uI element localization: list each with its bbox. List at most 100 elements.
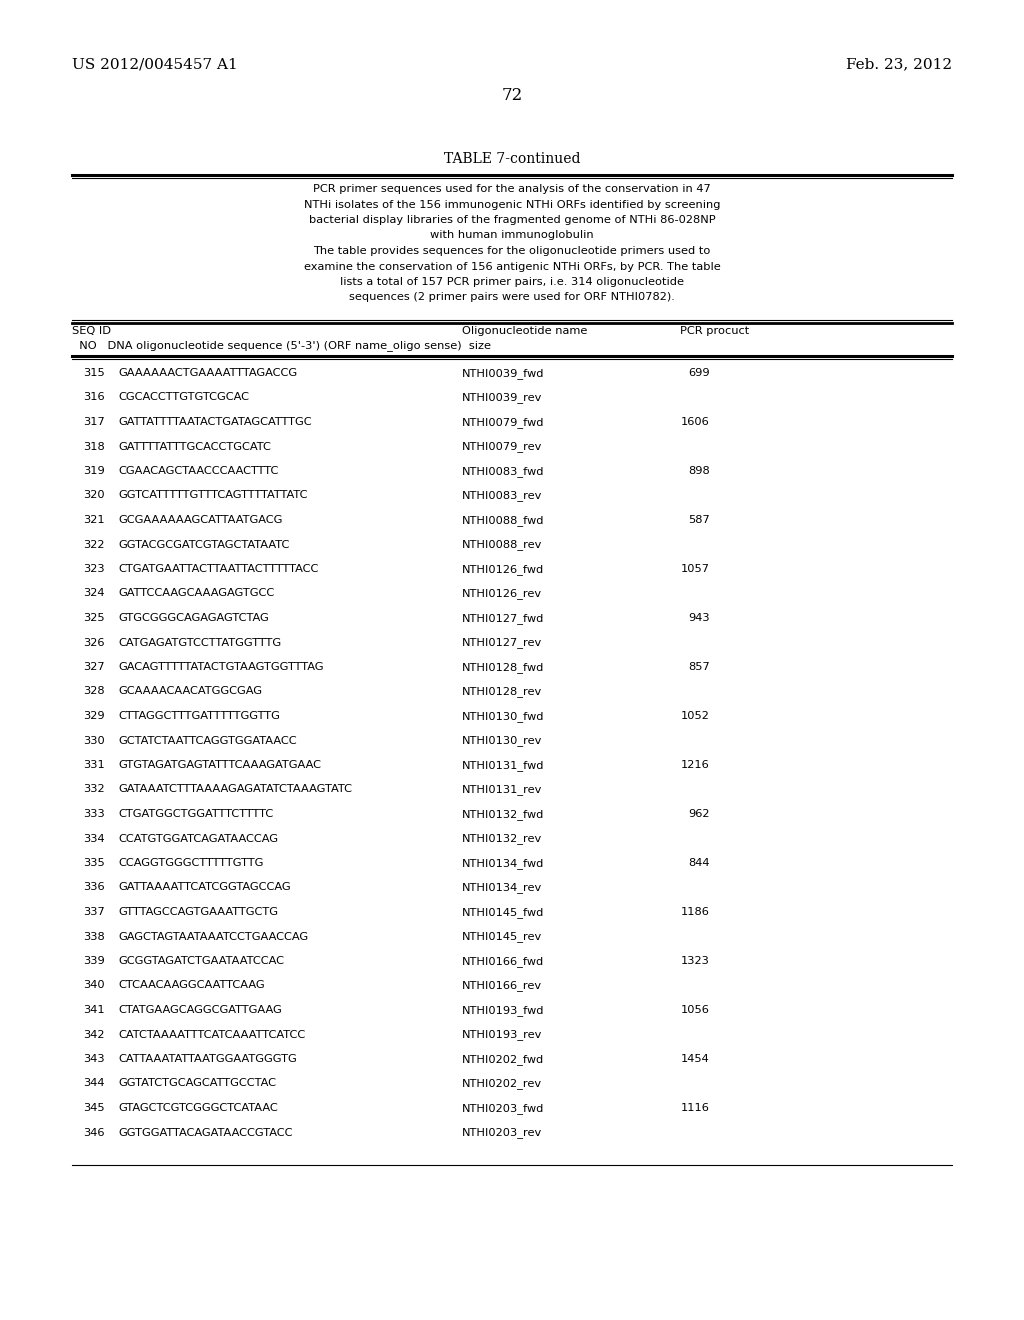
Text: NTHI0166_rev: NTHI0166_rev (462, 981, 542, 991)
Text: SEQ ID: SEQ ID (72, 326, 111, 337)
Text: GAAAAAACTGAAAATTTAGACCG: GAAAAAACTGAAAATTTAGACCG (118, 368, 297, 378)
Text: NO   DNA oligonucleotide sequence (5'-3') (ORF name_oligo sense)  size: NO DNA oligonucleotide sequence (5'-3') … (72, 341, 490, 351)
Text: 340: 340 (83, 981, 105, 990)
Text: TABLE 7-continued: TABLE 7-continued (443, 152, 581, 166)
Text: 338: 338 (83, 932, 105, 941)
Text: NTHI0145_rev: NTHI0145_rev (462, 932, 543, 942)
Text: NTHI0079_rev: NTHI0079_rev (462, 441, 543, 453)
Text: GTTTAGCCAGTGAAATTGCTG: GTTTAGCCAGTGAAATTGCTG (118, 907, 278, 917)
Text: 844: 844 (688, 858, 710, 869)
Text: GATTAAAATTCATCGGTAGCCAG: GATTAAAATTCATCGGTAGCCAG (118, 883, 291, 892)
Text: 327: 327 (83, 663, 105, 672)
Text: 324: 324 (84, 589, 105, 598)
Text: NTHI0039_rev: NTHI0039_rev (462, 392, 543, 404)
Text: NTHI0193_rev: NTHI0193_rev (462, 1030, 543, 1040)
Text: 320: 320 (83, 491, 105, 500)
Text: NTHI0203_rev: NTHI0203_rev (462, 1127, 543, 1138)
Text: GGTCATTTTTGTTTCAGTTTTATTATC: GGTCATTTTTGTTTCAGTTTTATTATC (118, 491, 307, 500)
Text: GATTATTTTAATACTGATAGCATTTGC: GATTATTTTAATACTGATAGCATTTGC (118, 417, 311, 426)
Text: NTHI0088_rev: NTHI0088_rev (462, 540, 543, 550)
Text: CCATGTGGATCAGATAACCAG: CCATGTGGATCAGATAACCAG (118, 833, 278, 843)
Text: 1216: 1216 (681, 760, 710, 770)
Text: NTHI0083_fwd: NTHI0083_fwd (462, 466, 545, 477)
Text: bacterial display libraries of the fragmented genome of NTHi 86-028NP: bacterial display libraries of the fragm… (308, 215, 716, 224)
Text: 699: 699 (688, 368, 710, 378)
Text: sequences (2 primer pairs were used for ORF NTHI0782).: sequences (2 primer pairs were used for … (349, 293, 675, 302)
Text: 346: 346 (84, 1127, 105, 1138)
Text: CTTAGGCTTTGATTTTTGGTTG: CTTAGGCTTTGATTTTTGGTTG (118, 711, 280, 721)
Text: CGCACCTTGTGTCGCAC: CGCACCTTGTGTCGCAC (118, 392, 249, 403)
Text: NTHI0128_fwd: NTHI0128_fwd (462, 663, 545, 673)
Text: 344: 344 (84, 1078, 105, 1089)
Text: 315: 315 (83, 368, 105, 378)
Text: 339: 339 (83, 956, 105, 966)
Text: 1056: 1056 (681, 1005, 710, 1015)
Text: NTHI0083_rev: NTHI0083_rev (462, 491, 543, 502)
Text: 318: 318 (83, 441, 105, 451)
Text: NTHI0130_fwd: NTHI0130_fwd (462, 711, 545, 722)
Text: 587: 587 (688, 515, 710, 525)
Text: 323: 323 (83, 564, 105, 574)
Text: with human immunoglobulin: with human immunoglobulin (430, 231, 594, 240)
Text: GCTATCTAATTCAGGTGGATAACC: GCTATCTAATTCAGGTGGATAACC (118, 735, 297, 746)
Text: NTHI0128_rev: NTHI0128_rev (462, 686, 543, 697)
Text: 334: 334 (83, 833, 105, 843)
Text: GGTGGATTACAGATAACCGTACC: GGTGGATTACAGATAACCGTACC (118, 1127, 293, 1138)
Text: 336: 336 (83, 883, 105, 892)
Text: 345: 345 (83, 1104, 105, 1113)
Text: NTHI0193_fwd: NTHI0193_fwd (462, 1005, 545, 1016)
Text: CATTAAATATTAATGGAATGGGTG: CATTAAATATTAATGGAATGGGTG (118, 1053, 297, 1064)
Text: NTHI0127_rev: NTHI0127_rev (462, 638, 543, 648)
Text: NTHI0203_fwd: NTHI0203_fwd (462, 1104, 545, 1114)
Text: 1454: 1454 (681, 1053, 710, 1064)
Text: 343: 343 (83, 1053, 105, 1064)
Text: NTHI0079_fwd: NTHI0079_fwd (462, 417, 545, 428)
Text: NTHI0202_fwd: NTHI0202_fwd (462, 1053, 544, 1065)
Text: 857: 857 (688, 663, 710, 672)
Text: 72: 72 (502, 87, 522, 104)
Text: PCR procuct: PCR procuct (680, 326, 750, 337)
Text: NTHI0127_fwd: NTHI0127_fwd (462, 612, 545, 624)
Text: 332: 332 (83, 784, 105, 795)
Text: 333: 333 (83, 809, 105, 818)
Text: CCAGGTGGGCTTTTTGTTG: CCAGGTGGGCTTTTTGTTG (118, 858, 263, 869)
Text: NTHI0132_fwd: NTHI0132_fwd (462, 809, 545, 820)
Text: GTGCGGGCAGAGAGTCTAG: GTGCGGGCAGAGAGTCTAG (118, 612, 268, 623)
Text: 325: 325 (83, 612, 105, 623)
Text: 342: 342 (84, 1030, 105, 1040)
Text: NTHi isolates of the 156 immunogenic NTHi ORFs identified by screening: NTHi isolates of the 156 immunogenic NTH… (304, 199, 720, 210)
Text: examine the conservation of 156 antigenic NTHi ORFs, by PCR. The table: examine the conservation of 156 antigeni… (304, 261, 720, 272)
Text: 329: 329 (83, 711, 105, 721)
Text: GTGTAGATGAGTATTTCAAAGATGAAC: GTGTAGATGAGTATTTCAAAGATGAAC (118, 760, 321, 770)
Text: 331: 331 (83, 760, 105, 770)
Text: 326: 326 (84, 638, 105, 648)
Text: GATTTTATTTGCACCTGCATC: GATTTTATTTGCACCTGCATC (118, 441, 271, 451)
Text: NTHI0130_rev: NTHI0130_rev (462, 735, 543, 746)
Text: GACAGTTTTTATACTGTAAGTGGTTTAG: GACAGTTTTTATACTGTAAGTGGTTTAG (118, 663, 324, 672)
Text: GAGCTAGTAATAAATCCTGAACCAG: GAGCTAGTAATAAATCCTGAACCAG (118, 932, 308, 941)
Text: lists a total of 157 PCR primer pairs, i.e. 314 oligonucleotide: lists a total of 157 PCR primer pairs, i… (340, 277, 684, 286)
Text: 1057: 1057 (681, 564, 710, 574)
Text: The table provides sequences for the oligonucleotide primers used to: The table provides sequences for the oli… (313, 246, 711, 256)
Text: CTGATGAATTACTTAATTACTTTTTACC: CTGATGAATTACTTAATTACTTTTTACC (118, 564, 318, 574)
Text: 337: 337 (83, 907, 105, 917)
Text: CGAACAGCTAACCCAACTTTC: CGAACAGCTAACCCAACTTTC (118, 466, 279, 477)
Text: CTGATGGCTGGATTTCTTTTC: CTGATGGCTGGATTTCTTTTC (118, 809, 273, 818)
Text: CTCAACAAGGCAATTCAAG: CTCAACAAGGCAATTCAAG (118, 981, 264, 990)
Text: GGTATCTGCAGCATTGCCTAC: GGTATCTGCAGCATTGCCTAC (118, 1078, 276, 1089)
Text: NTHI0134_fwd: NTHI0134_fwd (462, 858, 545, 869)
Text: GCAAAACAACATGGCGAG: GCAAAACAACATGGCGAG (118, 686, 262, 697)
Text: Feb. 23, 2012: Feb. 23, 2012 (846, 57, 952, 71)
Text: 316: 316 (83, 392, 105, 403)
Text: US 2012/0045457 A1: US 2012/0045457 A1 (72, 57, 238, 71)
Text: NTHI0132_rev: NTHI0132_rev (462, 833, 543, 845)
Text: CATGAGATGTCCTTATGGTTTG: CATGAGATGTCCTTATGGTTTG (118, 638, 282, 648)
Text: 322: 322 (84, 540, 105, 549)
Text: 1186: 1186 (681, 907, 710, 917)
Text: NTHI0126_fwd: NTHI0126_fwd (462, 564, 544, 576)
Text: 317: 317 (83, 417, 105, 426)
Text: 943: 943 (688, 612, 710, 623)
Text: 1323: 1323 (681, 956, 710, 966)
Text: 335: 335 (83, 858, 105, 869)
Text: 341: 341 (83, 1005, 105, 1015)
